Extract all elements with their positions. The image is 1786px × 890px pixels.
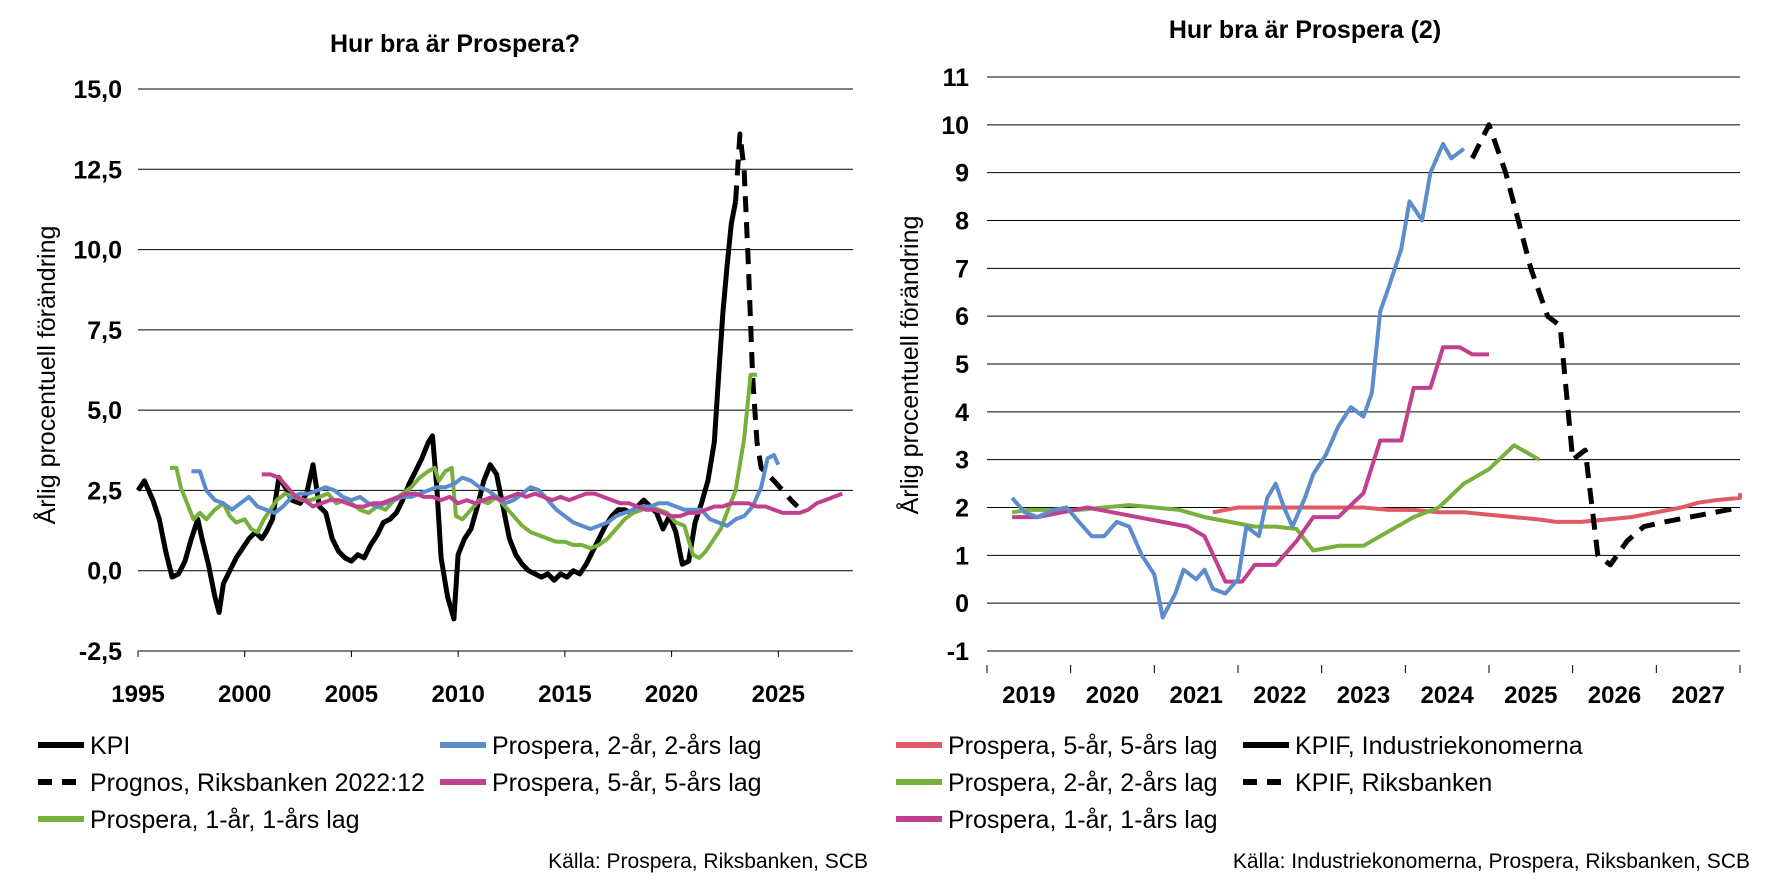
chart-right-series-line-2	[1012, 345, 1489, 584]
legend-right: Prospera, 5-år, 5-års lag KPIF, Industrie…	[896, 732, 1583, 834]
chart-right-series-line-0	[1212, 493, 1742, 524]
chart-left-series-line-2	[170, 372, 757, 560]
chart-left-ytick-label: 12,5	[73, 156, 122, 184]
chart-left-ytick-label: 0,0	[87, 558, 122, 586]
chart-left-series-line-0	[135, 200, 739, 622]
chart-left-xtick-label: 2005	[325, 681, 378, 708]
chart-right-ytick-label: 8	[955, 208, 969, 236]
chart-right-ytick-label: 1	[955, 542, 969, 570]
chart-right-series	[1010, 122, 1742, 620]
chart-left-xticks: 1995 2000 2005 2010 2015 2020 2025	[111, 651, 805, 708]
legend-left-label: KPI	[90, 732, 130, 760]
chart-left: Hur bra är Prospera? Årlig procentuell f…	[31, 30, 868, 873]
chart-left-series-line-3	[191, 453, 781, 531]
chart-left-xtick-label: 2010	[431, 681, 484, 708]
chart-left-xtick-label: 2000	[218, 681, 271, 708]
chart-right-ytick-label: -1	[947, 638, 969, 666]
chart-left-series	[135, 131, 844, 622]
chart-left-xtick-label: 2015	[538, 681, 591, 708]
chart-right-ytick-label: 5	[955, 351, 969, 379]
chart-right-grid	[987, 76, 1740, 652]
chart-right-xtick-label: 2021	[1169, 682, 1222, 709]
chart-right: Hur bra är Prospera (2) Årlig procentuel…	[894, 16, 1750, 873]
chart-right-xtick-label: 2027	[1671, 682, 1724, 709]
chart-left-grid	[138, 88, 853, 652]
chart-left-ytick-label: 15,0	[73, 76, 122, 104]
chart-right-title: Hur bra är Prospera (2)	[1169, 16, 1441, 44]
chart-right-ytick-label: 9	[955, 160, 969, 188]
chart-left-title: Hur bra är Prospera?	[330, 30, 580, 58]
chart-left-ytick-label: 5,0	[87, 397, 122, 425]
chart-right-ytick-label: 3	[955, 447, 969, 475]
legend-right-label: KPIF, Industriekonomerna	[1295, 732, 1583, 760]
chart-right-xtick-label: 2026	[1588, 682, 1641, 709]
chart-left-ytick-label: 2,5	[87, 477, 122, 505]
chart-right-xtick-label: 2024	[1420, 682, 1474, 709]
legend-right-label: Prospera, 5-år, 5-års lag	[948, 732, 1218, 760]
chart-left-xtick-label: 1995	[111, 681, 164, 708]
chart-left-series-line-4	[261, 472, 844, 519]
chart-left-xtick-label: 2020	[645, 681, 698, 708]
chart-left-series-line-1	[733, 131, 800, 509]
chart-right-xtick-label: 2020	[1086, 682, 1139, 709]
chart-left-xtick-label: 2025	[752, 681, 805, 708]
chart-right-xticks: 2019 2020 2021 2022 2023 2024 2025 2026 2027	[986, 665, 1741, 709]
chart-right-xtick-label: 2023	[1337, 682, 1390, 709]
chart-right-series-line-3	[1010, 142, 1466, 620]
chart-right-ytick-label: 10	[941, 112, 969, 140]
legend-right-label: Prospera, 1-år, 1-års lag	[948, 806, 1218, 834]
legend-left-label: Prospera, 5-år, 5-års lag	[492, 769, 762, 797]
legend-left-label: Prospera, 2-år, 2-års lag	[492, 732, 762, 760]
chart-left-ytick-label: 10,0	[73, 237, 122, 265]
chart-left-ylabel: Årlig procentuell förändring	[31, 226, 61, 525]
legend-left-label: Prognos, Riksbanken 2022:12	[90, 769, 425, 797]
chart-left-ytick-label: -2,5	[79, 638, 122, 666]
legend-left-label: Prospera, 1-år, 1-års lag	[90, 806, 360, 834]
legend-right-label: KPIF, Riksbanken	[1295, 769, 1492, 797]
chart-right-ytick-label: 4	[955, 399, 969, 427]
chart-right-xtick-label: 2019	[1002, 682, 1055, 709]
legend-left: KPI Prospera, 2-år, 2-års lag Prognos, Rik…	[38, 732, 762, 834]
chart-right-ytick-label: 11	[943, 64, 970, 92]
chart-right-ytick-label: 6	[955, 303, 969, 331]
chart-left-source: Källa: Prospera, Riksbanken, SCB	[548, 850, 868, 873]
chart-left-yticks: -2,5 0,0 2,5 5,0 7,5 10,0 12,5 15,0	[73, 76, 122, 666]
chart-right-yticks: -1 0 1 2 3 4 5 6 7 8 9 10 11	[941, 64, 969, 666]
chart-right-xtick-label: 2022	[1253, 682, 1306, 709]
chart-right-series-line-4	[1470, 122, 1741, 568]
chart-right-ytick-label: 2	[955, 495, 969, 523]
chart-right-ylabel: Årlig procentuell förändring	[894, 216, 924, 515]
legend-right-label: Prospera, 2-år, 2-års lag	[948, 769, 1218, 797]
chart-left-ytick-label: 7,5	[87, 317, 122, 345]
chart-right-ytick-label: 7	[955, 255, 969, 283]
chart-right-xtick-label: 2025	[1504, 682, 1557, 709]
chart-right-source: Källa: Industriekonomerna, Prospera, Rik…	[1233, 850, 1750, 873]
chart-right-ytick-label: 0	[955, 590, 969, 618]
